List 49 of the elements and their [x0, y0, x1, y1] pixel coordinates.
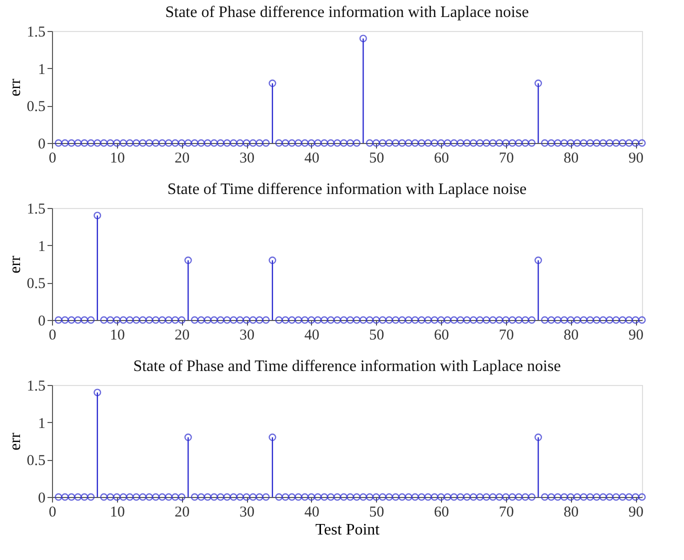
- y-axis-title: err: [6, 78, 24, 96]
- x-tick-label: 70: [498, 150, 514, 166]
- x-tick-label: 80: [564, 150, 579, 166]
- x-tick-label: 0: [48, 328, 56, 344]
- x-tick-label: 0: [48, 504, 56, 520]
- x-tick-label: 40: [304, 504, 320, 520]
- y-tick-label: 1.5: [26, 378, 46, 394]
- y-tick-label: 1: [38, 238, 46, 255]
- x-tick-label: 10: [110, 150, 125, 166]
- y-tick-label: 0: [38, 136, 46, 152]
- x-tick-label: 70: [498, 328, 514, 344]
- x-tick-label: 50: [369, 150, 384, 166]
- y-tick-label: 0.5: [26, 453, 46, 470]
- x-tick-label: 30: [240, 504, 255, 520]
- chart-title: State of Phase difference information with Laplace noise: [165, 4, 529, 21]
- y-tick-label: 0: [38, 314, 46, 330]
- x-axis-title: Test Point: [315, 522, 380, 538]
- y-tick-label: 1: [38, 416, 46, 432]
- x-tick-label: 20: [174, 150, 190, 166]
- y-tick-label: 1.5: [26, 202, 46, 218]
- x-tick-label: 80: [564, 504, 579, 520]
- x-tick-label: 30: [240, 328, 255, 344]
- x-tick-label: 40: [304, 328, 320, 344]
- x-tick-label: 50: [369, 504, 384, 520]
- y-tick-label: 0.5: [26, 99, 46, 116]
- y-axis-title: err: [6, 254, 24, 274]
- x-tick-label: 10: [110, 328, 125, 344]
- x-tick-label: 20: [174, 328, 190, 344]
- y-tick-label: 0.5: [26, 276, 46, 292]
- x-tick-label: 0: [48, 150, 56, 166]
- x-tick-label: 20: [174, 504, 190, 520]
- y-tick-label: 1.5: [26, 24, 46, 40]
- chart-title: State of Phase and Time difference information with Laplace noise: [133, 358, 561, 375]
- x-tick-label: 70: [498, 504, 514, 520]
- x-tick-label: 60: [434, 504, 450, 520]
- x-tick-label: 90: [628, 328, 644, 344]
- chart-title: State of Time difference information with Laplace noise: [167, 181, 527, 198]
- x-tick-label: 60: [434, 328, 450, 344]
- x-tick-label: 50: [369, 328, 384, 344]
- x-tick-label: 60: [434, 150, 450, 166]
- x-tick-label: 10: [110, 504, 125, 520]
- y-axis-title: err: [6, 432, 24, 450]
- y-tick-label: 1: [38, 62, 46, 78]
- x-tick-label: 80: [564, 328, 579, 344]
- x-tick-label: 30: [240, 150, 255, 166]
- y-tick-label: 0: [38, 490, 46, 506]
- x-tick-label: 40: [304, 150, 320, 166]
- x-tick-label: 90: [628, 504, 644, 520]
- x-tick-label: 90: [628, 150, 644, 166]
